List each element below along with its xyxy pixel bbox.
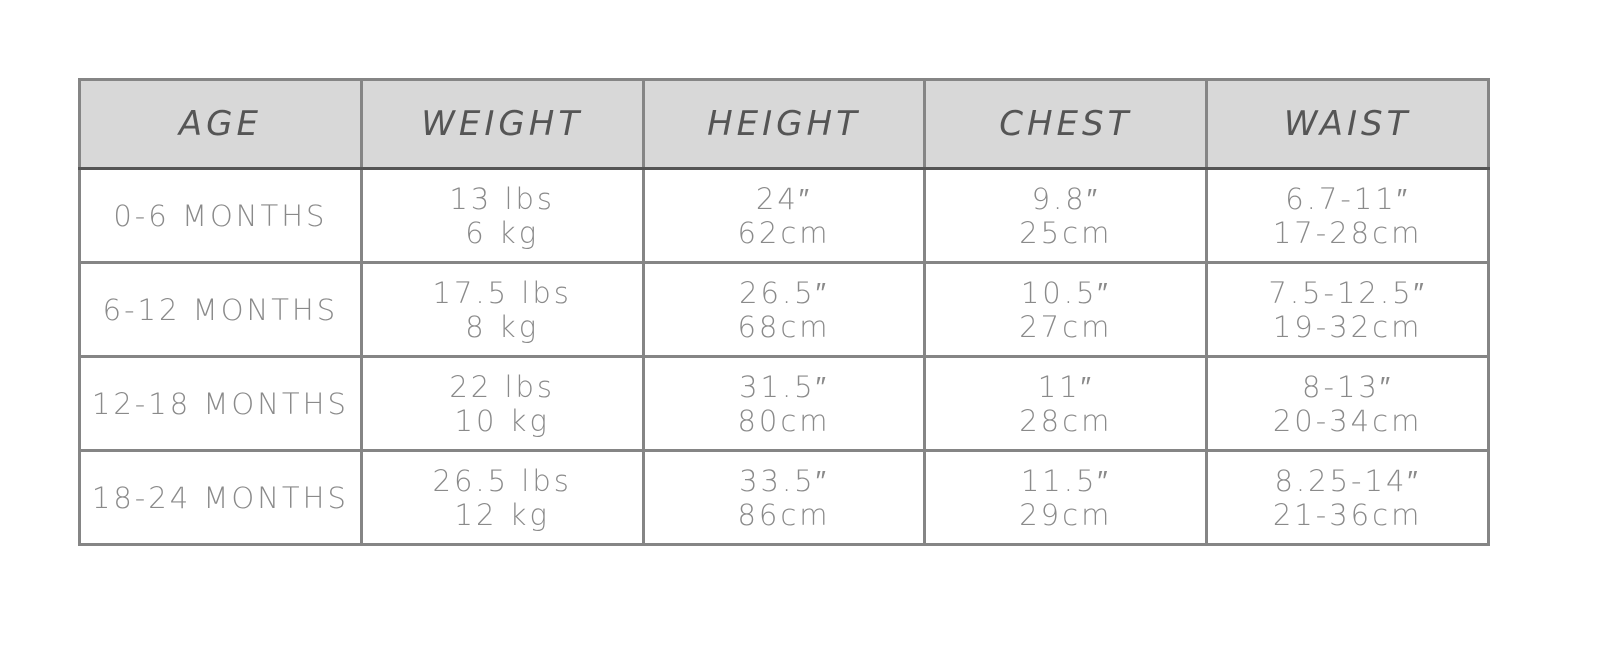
chest-cell: 10.5″ 27cm	[923, 261, 1209, 358]
weight-cell: 26.5 lbs 12 kg	[359, 449, 645, 546]
table-row: 6-12 MONTHS 17.5 lbs 8 kg 26.5″ 68cm 10.5″ 27c…	[78, 261, 1490, 358]
age-cell: 18-24 MONTHS	[78, 449, 363, 546]
size-chart-table: AGE WEIGHT HEIGHT CHEST WAIST 0-6 MONTHS…	[78, 78, 1490, 546]
height-imperial: 31.5″	[739, 369, 829, 404]
age-cell: 6-12 MONTHS	[78, 261, 363, 358]
table-row: 18-24 MONTHS 26.5 lbs 12 kg 33.5″ 86cm 11.5″ 2…	[78, 449, 1490, 546]
waist-metric: 19-32cm	[1272, 309, 1423, 344]
chest-metric: 27cm	[1019, 309, 1113, 344]
weight-cell: 13 lbs 6 kg	[359, 167, 645, 264]
header-height: HEIGHT	[641, 78, 927, 170]
weight-cell: 17.5 lbs 8 kg	[359, 261, 645, 358]
height-imperial: 33.5″	[739, 463, 829, 498]
waist-imperial: 8.25-14″	[1274, 463, 1421, 498]
chest-cell: 11″ 28cm	[923, 355, 1209, 452]
waist-imperial: 6.7-11″	[1285, 181, 1410, 216]
waist-metric: 17-28cm	[1272, 215, 1423, 250]
header-age: AGE	[78, 78, 363, 170]
chest-metric: 29cm	[1019, 497, 1113, 532]
height-metric: 62cm	[737, 215, 831, 250]
chest-imperial: 11.5″	[1020, 463, 1111, 498]
waist-imperial: 7.5-12.5″	[1268, 275, 1427, 310]
age-cell: 12-18 MONTHS	[78, 355, 363, 452]
chest-metric: 25cm	[1019, 215, 1113, 250]
waist-metric: 20-34cm	[1272, 403, 1423, 438]
waist-cell: 8.25-14″ 21-36cm	[1205, 449, 1490, 546]
weight-metric: 10 kg	[454, 403, 550, 438]
age-cell: 0-6 MONTHS	[78, 167, 363, 264]
weight-imperial: 17.5 lbs	[432, 275, 572, 310]
table-row: 12-18 MONTHS 22 lbs 10 kg 31.5″ 80cm 11″ 28cm 8…	[78, 355, 1490, 452]
height-cell: 26.5″ 68cm	[641, 261, 927, 358]
chest-metric: 28cm	[1019, 403, 1113, 438]
weight-metric: 8 kg	[465, 309, 540, 344]
height-metric: 80cm	[737, 403, 831, 438]
header-chest: CHEST	[923, 78, 1209, 170]
header-row: AGE WEIGHT HEIGHT CHEST WAIST	[78, 78, 1490, 170]
waist-cell: 6.7-11″ 17-28cm	[1205, 167, 1490, 264]
waist-metric: 21-36cm	[1272, 497, 1423, 532]
weight-metric: 6 kg	[465, 215, 540, 250]
chest-imperial: 10.5″	[1020, 275, 1111, 310]
height-imperial: 24″	[755, 181, 813, 216]
chest-cell: 11.5″ 29cm	[923, 449, 1209, 546]
chest-cell: 9.8″ 25cm	[923, 167, 1209, 264]
header-waist: WAIST	[1205, 78, 1490, 170]
weight-imperial: 13 lbs	[449, 181, 556, 216]
table-row: 0-6 MONTHS 13 lbs 6 kg 24″ 62cm 9.8″ 25cm 6.7-1…	[78, 167, 1490, 264]
height-cell: 24″ 62cm	[641, 167, 927, 264]
waist-cell: 8-13″ 20-34cm	[1205, 355, 1490, 452]
waist-cell: 7.5-12.5″ 19-32cm	[1205, 261, 1490, 358]
weight-imperial: 26.5 lbs	[432, 463, 572, 498]
weight-imperial: 22 lbs	[449, 369, 556, 404]
chest-imperial: 11″	[1037, 369, 1094, 404]
height-cell: 31.5″ 80cm	[641, 355, 927, 452]
waist-imperial: 8-13″	[1302, 369, 1394, 404]
header-weight: WEIGHT	[359, 78, 645, 170]
weight-metric: 12 kg	[454, 497, 550, 532]
chest-imperial: 9.8″	[1031, 181, 1100, 216]
height-metric: 68cm	[737, 309, 831, 344]
weight-cell: 22 lbs 10 kg	[359, 355, 645, 452]
height-imperial: 26.5″	[739, 275, 829, 310]
height-metric: 86cm	[737, 497, 831, 532]
height-cell: 33.5″ 86cm	[641, 449, 927, 546]
